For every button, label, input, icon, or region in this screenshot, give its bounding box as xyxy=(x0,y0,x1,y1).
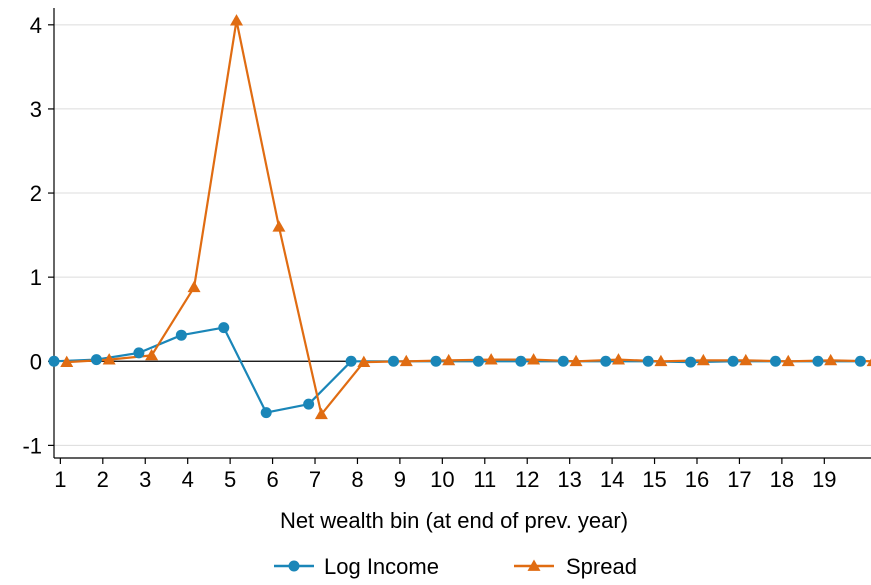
data-point-circle xyxy=(218,322,230,334)
data-point-circle xyxy=(515,355,527,367)
data-point-triangle xyxy=(102,353,116,365)
legend: Log Income Spread xyxy=(274,554,637,579)
y-tick-label: 3 xyxy=(30,97,42,122)
data-point-triangle xyxy=(60,355,74,367)
legend-item-1: Spread xyxy=(514,554,637,579)
data-point-triangle xyxy=(272,220,286,232)
x-tick-label: 13 xyxy=(557,467,581,492)
x-tick-label: 17 xyxy=(727,467,751,492)
x-tick-label: 10 xyxy=(430,467,454,492)
data-point-triangle xyxy=(484,353,498,365)
data-point-circle xyxy=(770,355,782,367)
data-point-triangle xyxy=(739,353,753,366)
series-line-1 xyxy=(66,19,871,416)
data-point-circle xyxy=(48,355,60,367)
x-tick-label: 18 xyxy=(770,467,794,492)
x-tick-label: 6 xyxy=(266,467,278,492)
data-point-circle xyxy=(854,355,866,367)
y-tick-label: -1 xyxy=(22,433,42,458)
data-point-circle xyxy=(472,355,484,367)
x-axis-title: Net wealth bin (at end of prev. year) xyxy=(280,508,628,533)
legend-triangle-icon xyxy=(527,559,541,571)
x-tick-label: 9 xyxy=(394,467,406,492)
x-tick-label: 2 xyxy=(97,467,109,492)
data-point-circle xyxy=(557,355,569,367)
gridlines xyxy=(54,24,871,446)
legend-circle-icon xyxy=(288,560,300,572)
data-point-triangle xyxy=(314,407,328,420)
series-markers xyxy=(48,14,871,420)
data-point-circle xyxy=(600,355,612,367)
x-tick-label: 11 xyxy=(473,467,496,492)
legend-item-0: Log Income xyxy=(274,554,439,579)
x-tick-label: 12 xyxy=(515,467,539,492)
data-point-triangle xyxy=(187,280,201,293)
data-point-triangle xyxy=(357,355,371,367)
data-point-triangle xyxy=(696,353,710,366)
data-point-circle xyxy=(133,347,145,359)
legend-label: Spread xyxy=(566,554,637,579)
x-tick-label: 4 xyxy=(182,467,194,492)
y-tick-label: 2 xyxy=(30,181,42,206)
data-point-triangle xyxy=(442,353,456,366)
series-lines xyxy=(53,19,871,416)
data-point-triangle xyxy=(654,354,668,367)
data-point-circle xyxy=(388,355,400,367)
data-point-triangle xyxy=(527,353,541,365)
y-axis-ticks: -1 0 1 2 3 4 xyxy=(22,13,54,458)
y-tick-label: 1 xyxy=(30,265,42,290)
data-point-circle xyxy=(727,355,739,367)
series-line-0 xyxy=(53,326,861,414)
data-point-triangle xyxy=(399,354,413,367)
data-point-circle xyxy=(812,355,824,367)
x-tick-label: 1 xyxy=(54,467,66,492)
x-tick-label: 7 xyxy=(309,467,321,492)
data-point-triangle xyxy=(866,358,871,367)
data-point-triangle xyxy=(229,14,243,26)
x-axis-ticks: 1 2 3 4 5 6 7 8 9 10 11 12 13 14 15 16 17 18 19 xyxy=(54,458,837,492)
data-point-circle xyxy=(430,355,442,367)
data-point-circle xyxy=(90,354,102,366)
data-point-triangle xyxy=(611,353,625,365)
x-tick-label: 15 xyxy=(642,467,666,492)
y-tick-label: 0 xyxy=(30,349,42,374)
data-point-triangle xyxy=(145,348,159,361)
x-tick-label: 5 xyxy=(224,467,236,492)
y-tick-label: 4 xyxy=(30,13,42,38)
data-point-triangle xyxy=(569,354,583,367)
data-point-triangle xyxy=(781,354,795,367)
data-point-triangle xyxy=(824,353,838,366)
x-tick-label: 19 xyxy=(812,467,836,492)
x-tick-label: 16 xyxy=(685,467,709,492)
x-tick-label: 14 xyxy=(600,467,624,492)
data-point-circle xyxy=(345,355,357,367)
x-tick-label: 3 xyxy=(139,467,151,492)
data-point-circle xyxy=(642,355,654,367)
data-point-circle xyxy=(685,356,697,368)
x-tick-label: 8 xyxy=(351,467,363,492)
legend-label: Log Income xyxy=(324,554,439,579)
data-point-circle xyxy=(175,329,187,341)
data-point-circle xyxy=(260,407,272,419)
data-point-circle xyxy=(303,398,315,410)
axes xyxy=(53,8,871,459)
